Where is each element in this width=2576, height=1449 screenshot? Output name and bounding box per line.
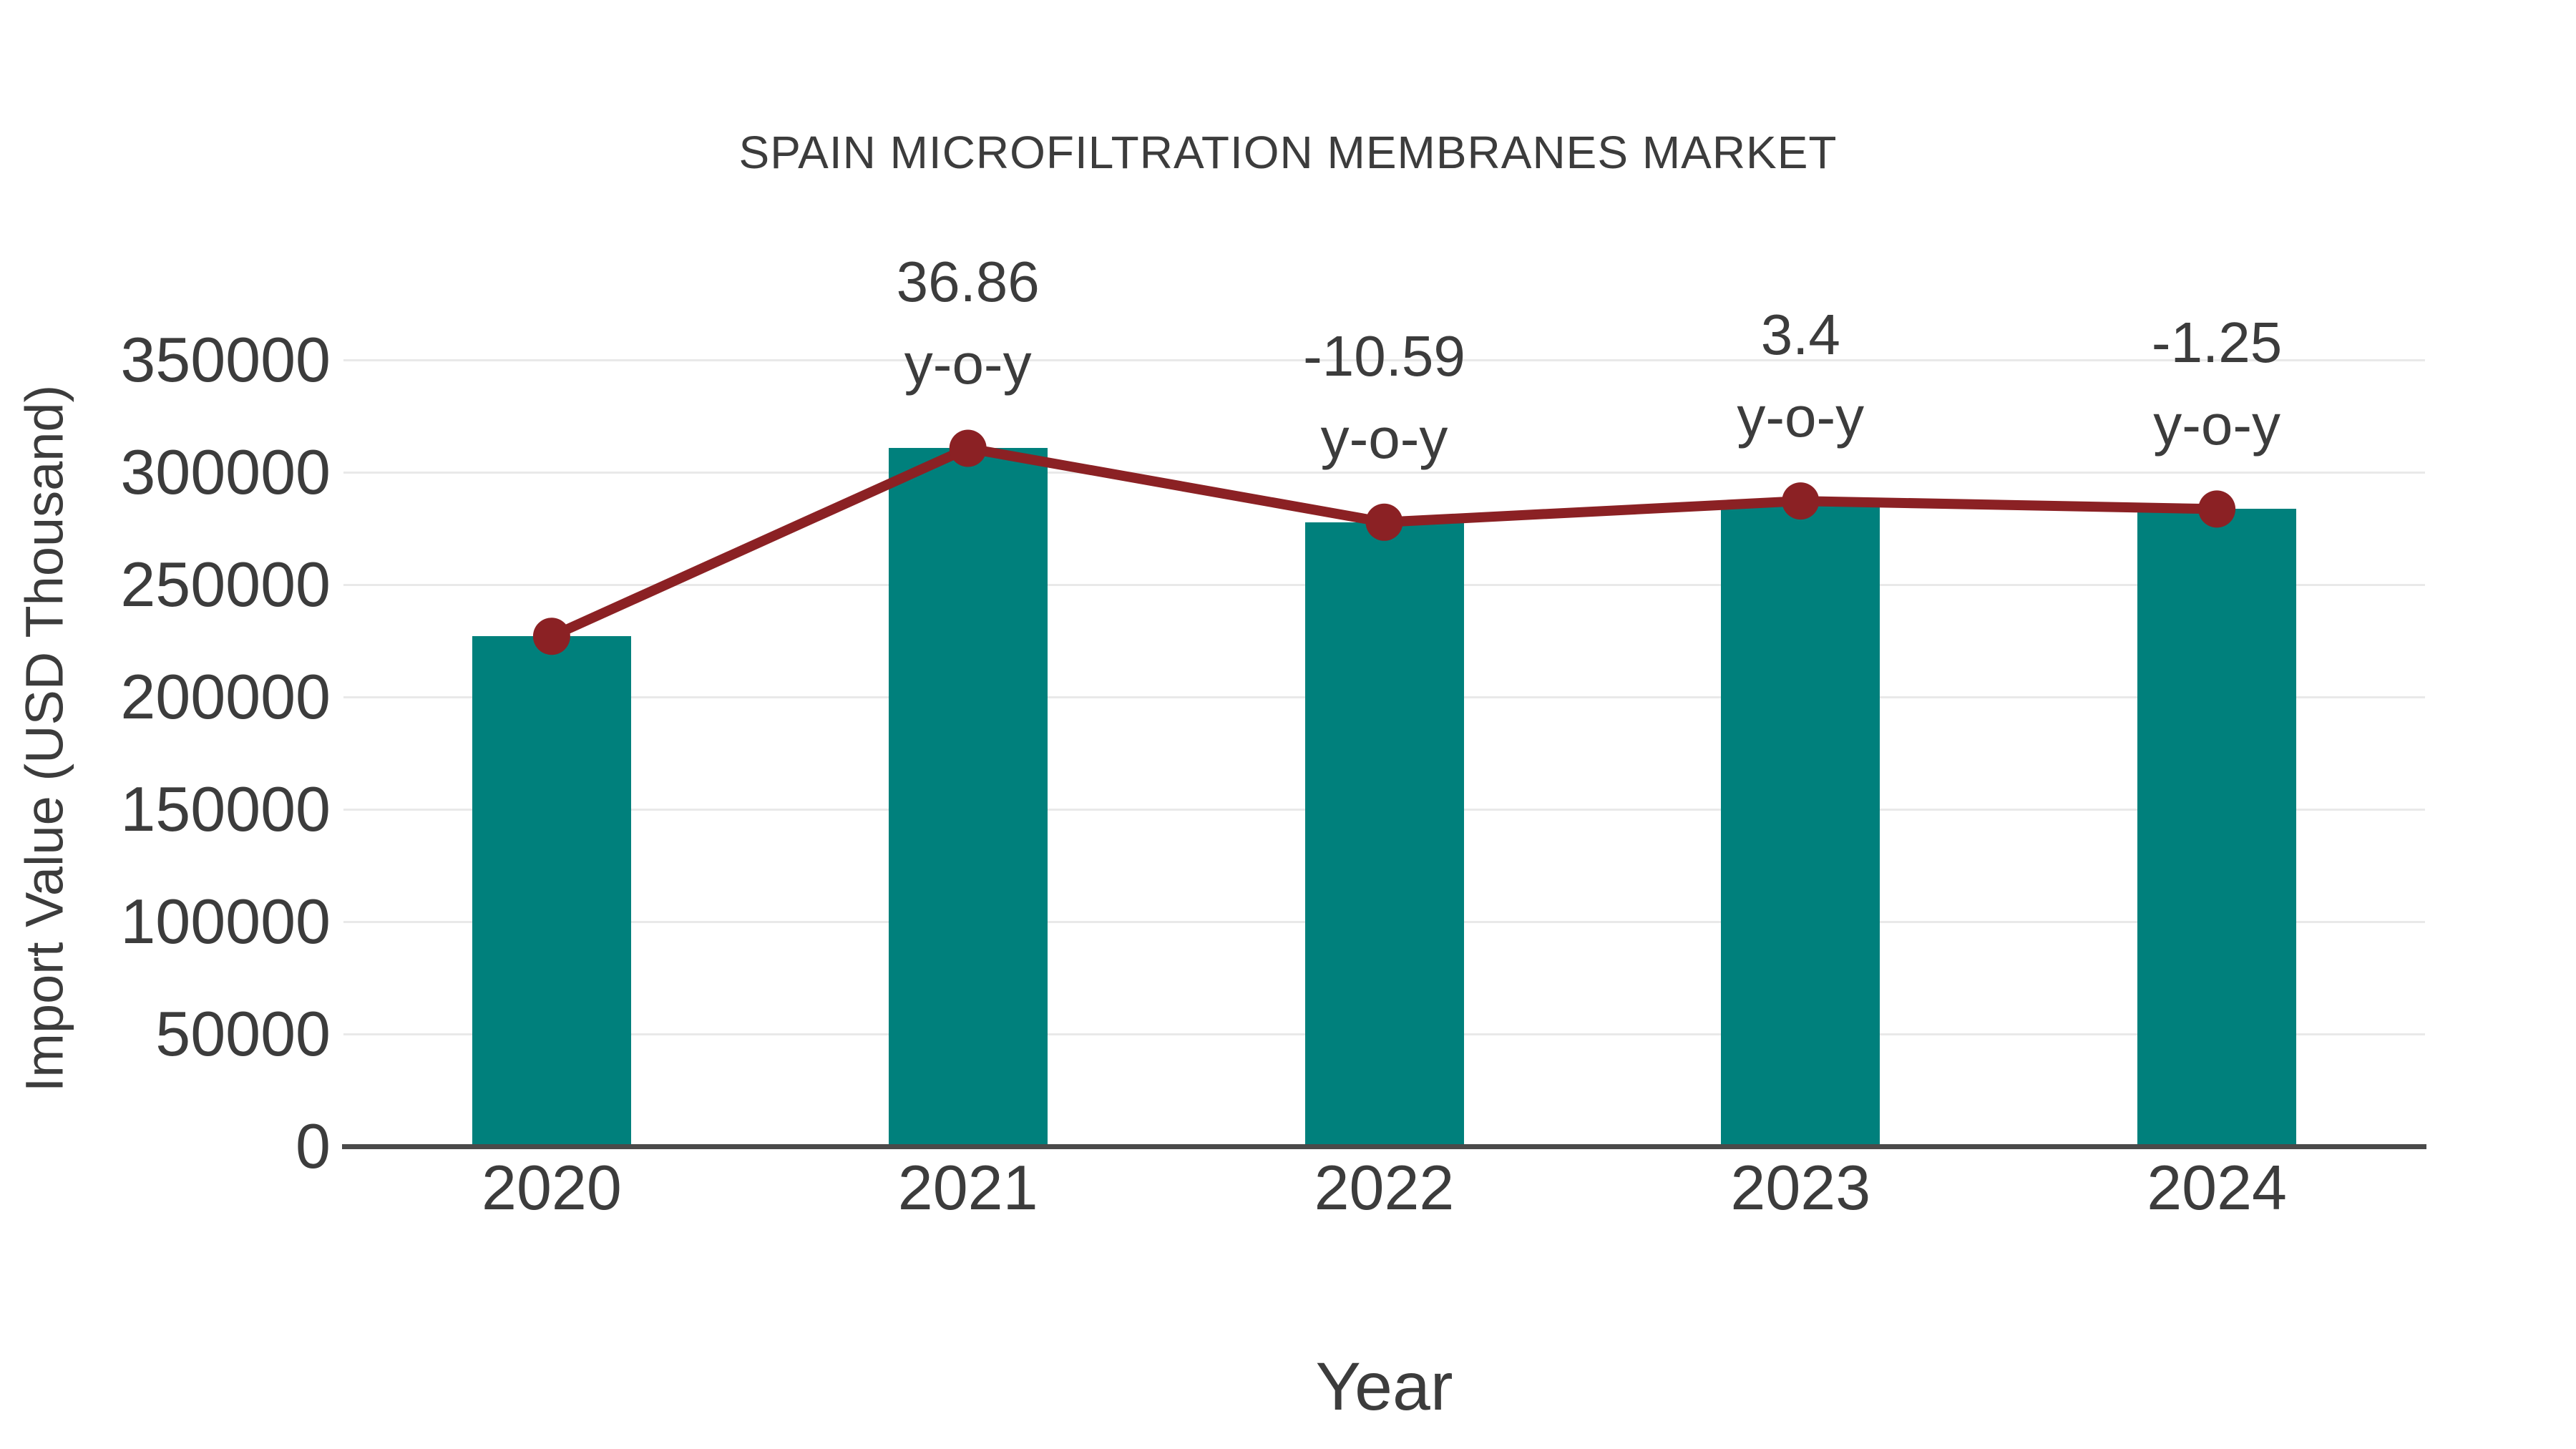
bar-2021 (888, 448, 1048, 1146)
x-tick-label-2023: 2023 (1730, 1152, 1871, 1223)
x-axis-label: Year (1315, 1349, 1453, 1425)
annotation-value-2023: 3.4 (1760, 303, 1840, 367)
annotation-value-2021: 36.86 (896, 250, 1040, 314)
annotation-2022: -10.59 y-o-y (1177, 315, 1592, 479)
x-tick-label-2020: 2020 (482, 1152, 622, 1223)
y-tick-label-100000: 100000 (120, 886, 331, 957)
annotation-value-2024: -1.25 (2151, 311, 2283, 375)
bar-2024 (2137, 509, 2297, 1146)
x-tick-label-2024: 2024 (2147, 1152, 2287, 1223)
x-tick-label-2022: 2022 (1314, 1152, 1455, 1223)
y-tick-label-200000: 200000 (120, 661, 331, 732)
annotation-2024: -1.25 y-o-y (2009, 301, 2424, 466)
chart-title: SPAIN MICROFILTRATION MEMBRANES MARKET (738, 127, 1838, 178)
annotation-2021: 36.86 y-o-y (761, 240, 1176, 405)
y-tick-label-350000: 350000 (120, 324, 331, 395)
bar-2022 (1304, 522, 1464, 1146)
annotation-2023: 3.4 y-o-y (1593, 293, 2008, 458)
x-tick-label-2021: 2021 (897, 1152, 1038, 1223)
y-tick-label-0: 0 (296, 1111, 331, 1181)
annotation-suffix-2023: y-o-y (1737, 385, 1865, 449)
annotation-suffix-2021: y-o-y (904, 332, 1032, 396)
y-tick-label-250000: 250000 (120, 549, 331, 620)
annotation-suffix-2022: y-o-y (1320, 406, 1448, 470)
x-axis-line (342, 1144, 2426, 1149)
bar-2020 (472, 636, 631, 1146)
gridline-350000 (343, 358, 2425, 361)
y-tick-label-300000: 300000 (120, 436, 331, 507)
annotation-value-2022: -10.59 (1303, 323, 1465, 388)
y-tick-label-150000: 150000 (120, 774, 331, 844)
bar-2023 (1721, 501, 1880, 1146)
y-tick-label-50000: 50000 (155, 998, 331, 1069)
annotation-suffix-2024: y-o-y (2153, 393, 2280, 457)
